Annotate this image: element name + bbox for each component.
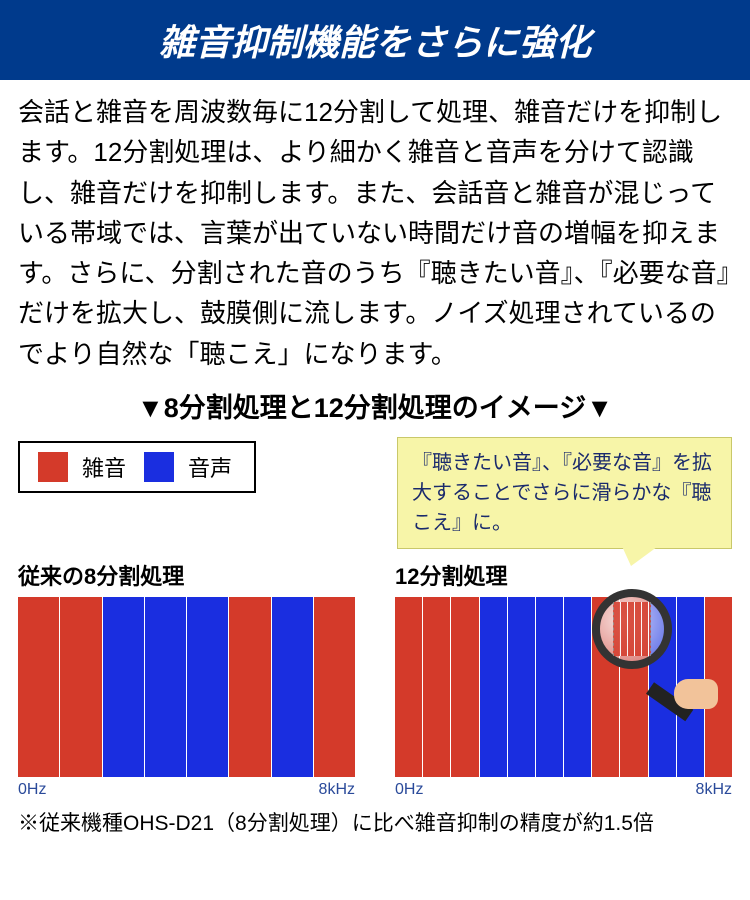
chart-bar <box>395 597 422 777</box>
chart-bar <box>60 597 101 777</box>
callout-text: 『聴きたい音』、『必要な音』を拡大することでさらに滑らかな『聴こえ』に。 <box>412 452 712 534</box>
chart-bar <box>314 597 355 777</box>
chart-right-title: 12分割処理 <box>395 559 732 591</box>
legend-box: 雑音 音声 <box>18 441 256 493</box>
legend-voice-label: 音声 <box>188 451 232 483</box>
axis-max: 8kHz <box>319 781 355 799</box>
chart-bar <box>229 597 270 777</box>
chart-bar <box>18 597 59 777</box>
axis-min: 0Hz <box>18 781 46 799</box>
magnifier-content-icon <box>613 602 651 656</box>
axis-max: 8kHz <box>696 781 732 799</box>
legend-and-callout-row: 雑音 音声 『聴きたい音』、『必要な音』を拡大することでさらに滑らかな『聴こえ』… <box>18 437 732 549</box>
chart-left-axis: 0Hz 8kHz <box>18 781 355 799</box>
legend-voice-swatch <box>144 452 174 482</box>
charts-area: 雑音 音声 『聴きたい音』、『必要な音』を拡大することでさらに滑らかな『聴こえ』… <box>0 437 750 799</box>
legend-noise-swatch <box>38 452 68 482</box>
axis-min: 0Hz <box>395 781 423 799</box>
magnifier-glass-icon <box>592 589 672 669</box>
chart-bar <box>272 597 313 777</box>
sub-heading: ▼8分割処理と12分割処理のイメージ▼ <box>0 380 750 437</box>
chart-bar <box>145 597 186 777</box>
hand-icon <box>674 679 718 709</box>
chart-bar <box>451 597 478 777</box>
callout-box: 『聴きたい音』、『必要な音』を拡大することでさらに滑らかな『聴こえ』に。 <box>397 437 732 549</box>
footnote-text: ※従来機種OHS-D21（8分割処理）に比べ雑音抑制の精度が約1.5倍 <box>0 799 750 851</box>
chart-bar <box>423 597 450 777</box>
chart-bar <box>508 597 535 777</box>
chart-left-bars <box>18 597 355 777</box>
chart-bar <box>536 597 563 777</box>
page-header: 雑音抑制機能をさらに強化 <box>0 0 750 80</box>
header-title: 雑音抑制機能をさらに強化 <box>159 22 591 63</box>
chart-right: 12分割処理 0Hz 8kHz <box>395 559 732 799</box>
chart-bar <box>187 597 228 777</box>
magnifier-icon <box>592 589 692 689</box>
chart-left: 従来の8分割処理 0Hz 8kHz <box>18 559 355 799</box>
chart-bar <box>564 597 591 777</box>
description-text: 会話と雑音を周波数毎に12分割して処理、雑音だけを抑制します。12分割処理は、よ… <box>0 80 750 380</box>
chart-bar <box>103 597 144 777</box>
chart-bar <box>480 597 507 777</box>
legend-noise-label: 雑音 <box>82 451 126 483</box>
chart-right-axis: 0Hz 8kHz <box>395 781 732 799</box>
chart-left-title: 従来の8分割処理 <box>18 559 355 591</box>
charts-row: 従来の8分割処理 0Hz 8kHz 12分割処理 0Hz 8kHz <box>18 559 732 799</box>
